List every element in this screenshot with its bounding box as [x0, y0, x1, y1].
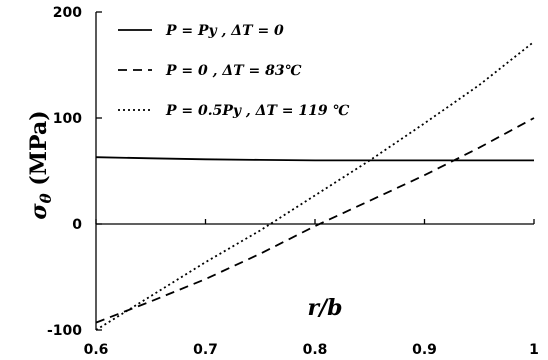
x-tick-label: 0.9 — [412, 342, 437, 358]
series-line-1 — [95, 156, 534, 162]
x-axis-title: r/b — [307, 295, 342, 321]
legend-label-2: P = 0 , ΔT = 83℃ — [165, 63, 302, 79]
axes: -100 0 100 200 0.6 0.7 0.8 0.9 1 σθ (MPa) r/b — [26, 5, 539, 358]
y-tick-label: 0 — [72, 217, 82, 233]
series-line-2 — [95, 117, 535, 324]
y-axis-title: σθ (MPa) — [26, 110, 55, 219]
legend: P = Py , ΔT = 0 P = 0 , ΔT = 83℃ P = 0.5Py… — [118, 23, 350, 119]
x-tick-label: 0.6 — [84, 342, 109, 358]
y-tick-label: 200 — [53, 5, 82, 21]
series-layer — [95, 40, 535, 331]
x-tick-label: 1 — [529, 342, 539, 358]
x-tick-label: 0.8 — [303, 342, 328, 358]
legend-label-3: P = 0.5Py , ΔT = 119 ℃ — [165, 103, 350, 119]
series-line-3 — [95, 40, 535, 331]
legend-label-1: P = Py , ΔT = 0 — [165, 23, 284, 39]
y-tick-label: -100 — [47, 323, 82, 339]
y-tick-label: 100 — [53, 111, 82, 127]
x-tick-label: 0.7 — [193, 342, 218, 358]
